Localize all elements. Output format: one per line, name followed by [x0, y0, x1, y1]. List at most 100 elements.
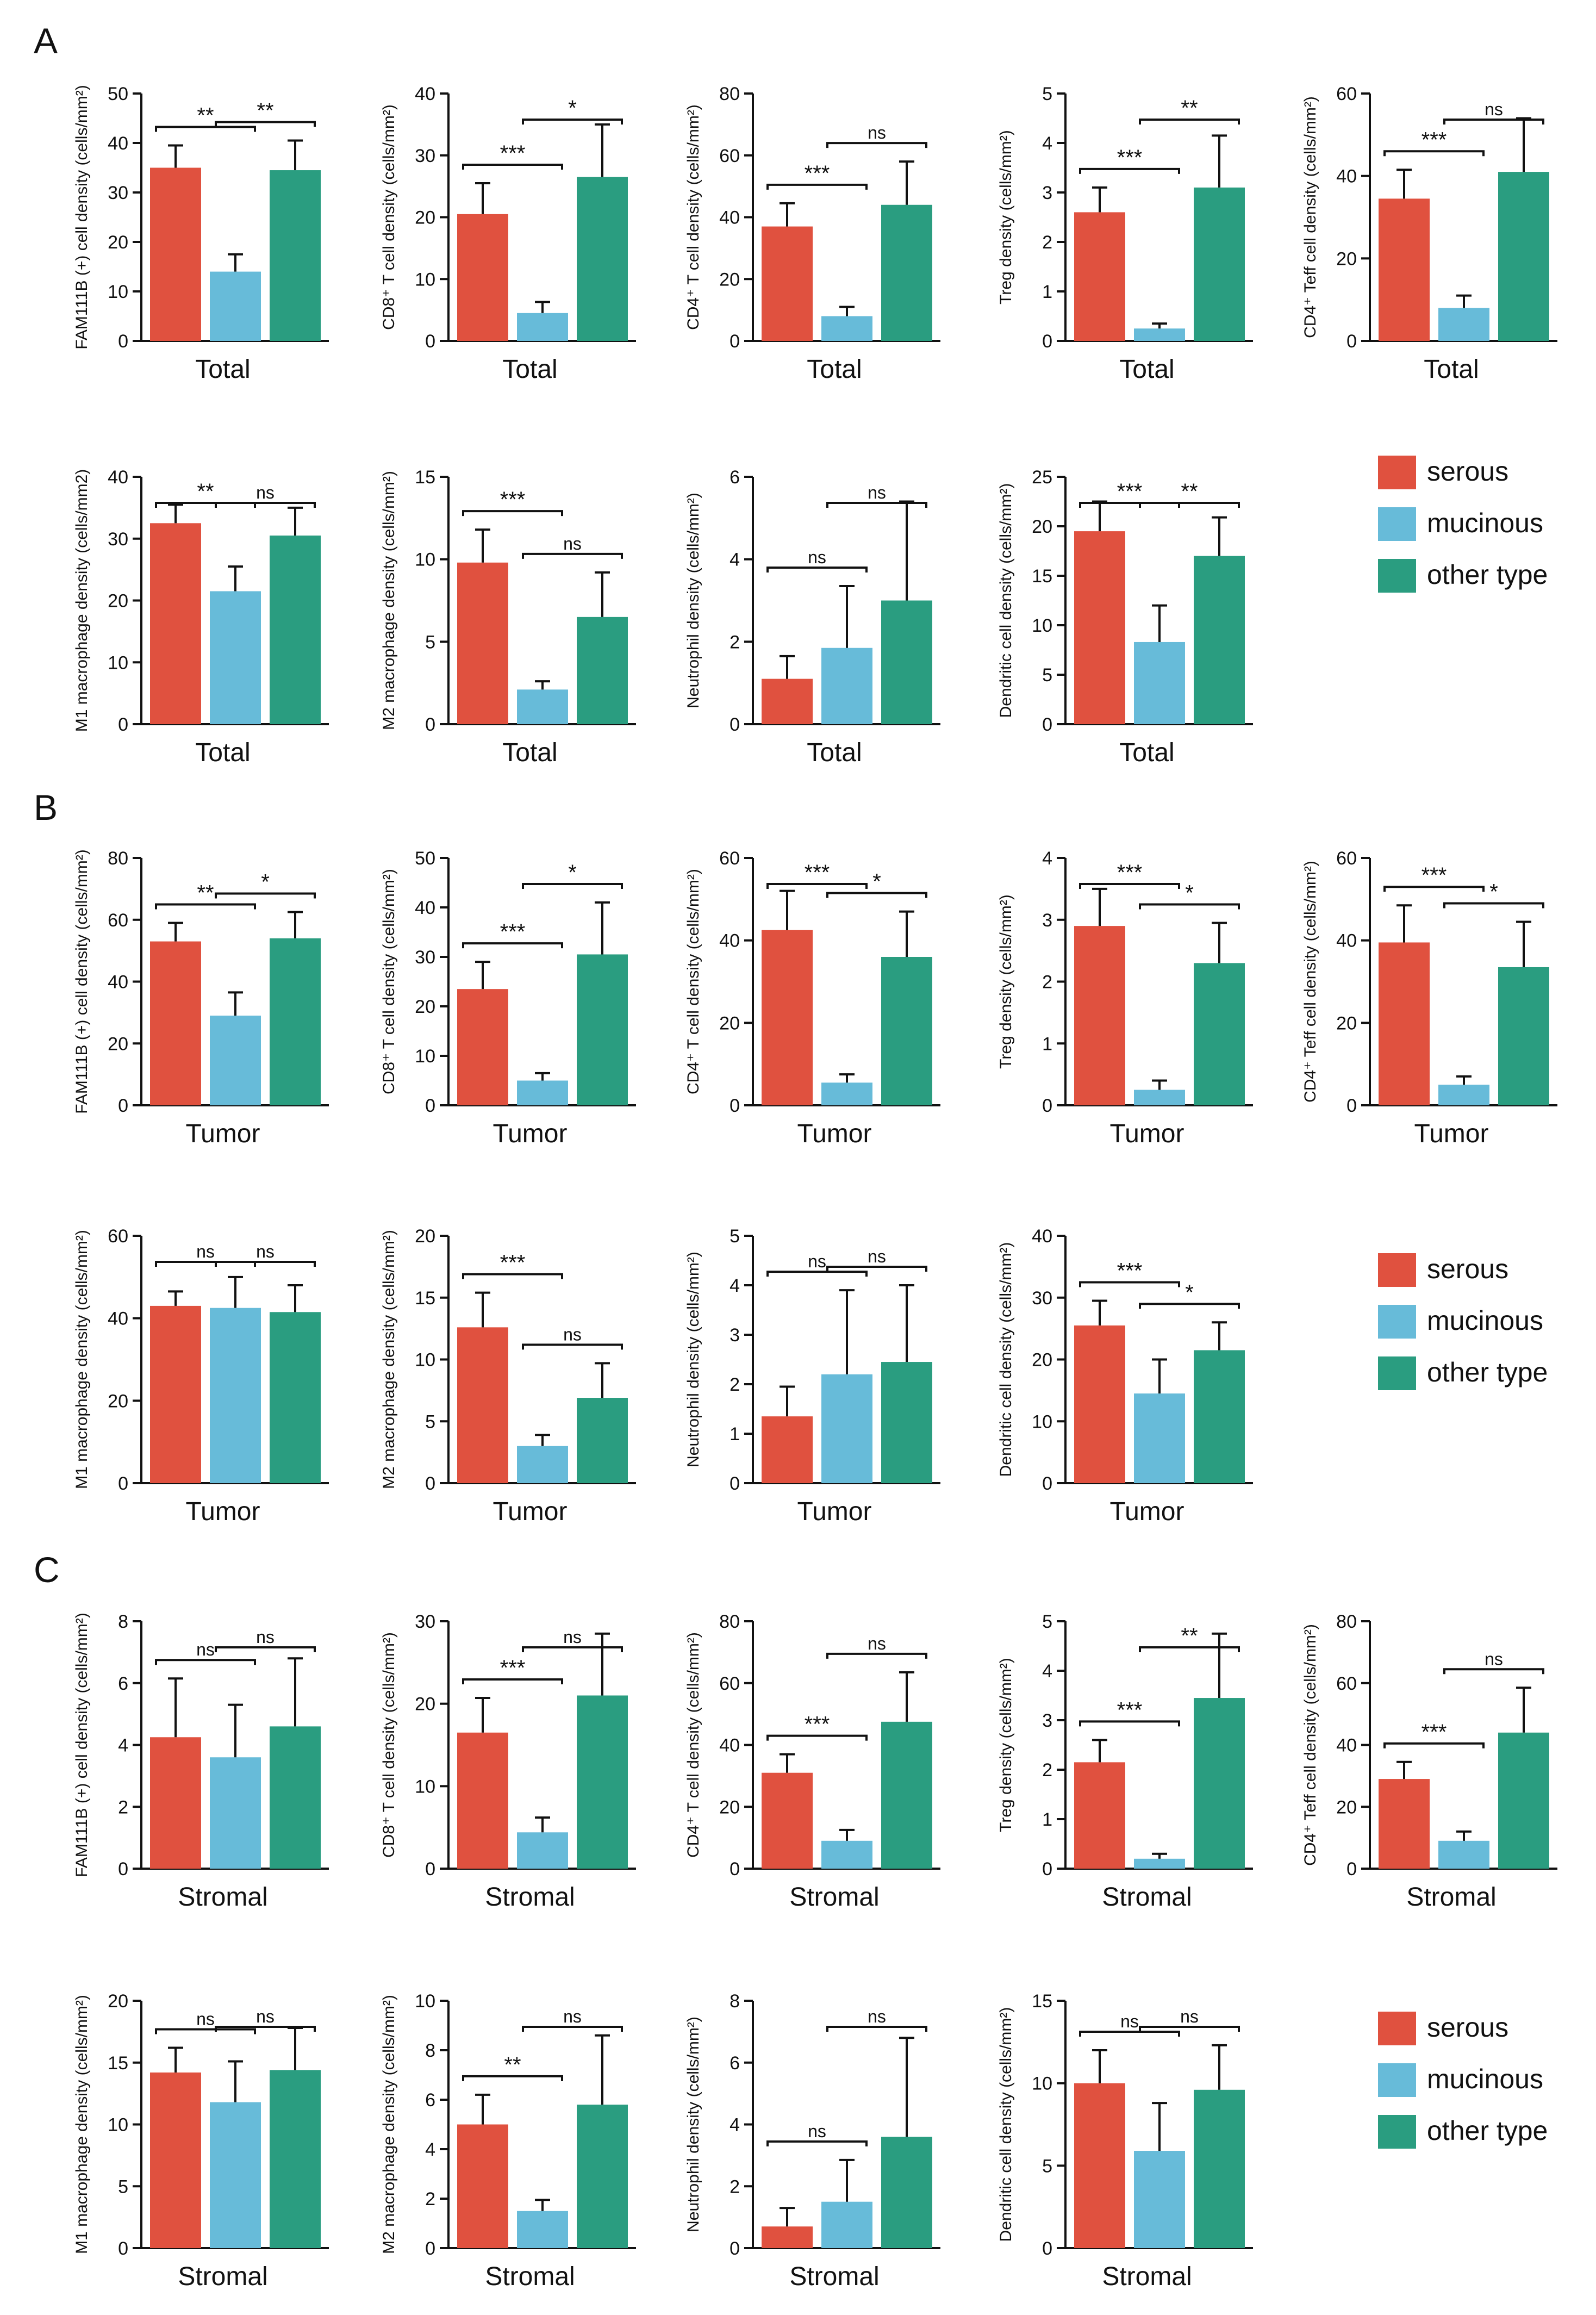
- legend-swatch: [1378, 1356, 1416, 1390]
- significance-label: ns: [563, 2007, 582, 2026]
- bar-other-type: [1194, 556, 1245, 724]
- significance-label: **: [197, 480, 214, 503]
- bar-mucinous: [517, 1832, 568, 1869]
- y-tick-label: 0: [1042, 1473, 1052, 1494]
- significance-bracket: [826, 2026, 927, 2032]
- y-tick-label: 20: [1336, 1013, 1357, 1034]
- y-tick-label: 20: [415, 208, 435, 228]
- x-axis-title: Stromal: [1102, 1883, 1192, 1912]
- y-tick-label: 0: [1042, 331, 1052, 352]
- bar-serous: [457, 214, 508, 341]
- x-axis-title: Total: [502, 355, 557, 384]
- x-axis-title: Total: [1119, 738, 1174, 767]
- y-tick-label: 2: [1042, 1760, 1052, 1781]
- significance-bracket: [155, 502, 256, 508]
- y-tick-label: 5: [425, 632, 435, 652]
- panel-label-b: B: [34, 787, 58, 827]
- y-tick-label: 6: [118, 1673, 128, 1694]
- bar-mucinous: [210, 591, 261, 724]
- y-tick-label: 4: [730, 1275, 740, 1296]
- significance-label: ***: [1117, 1259, 1143, 1283]
- bar-mucinous: [517, 313, 568, 341]
- y-tick-label: 30: [415, 1611, 435, 1632]
- significance-label: ***: [500, 488, 526, 512]
- bar-serous: [1074, 1762, 1125, 1869]
- significance-bracket: [215, 1646, 316, 1652]
- bar-other-type: [270, 2070, 321, 2248]
- significance-bracket: [462, 942, 563, 949]
- bar-other-type: [881, 1721, 932, 1869]
- significance-label: ns: [868, 123, 886, 142]
- y-axis-label: CD4⁺ Teff cell density (cells/mm²): [1301, 96, 1319, 338]
- chart-b-1: 0 20 40 60 80 FAM111B (+) cell density (cells…: [73, 848, 329, 1148]
- significance-bracket: [766, 566, 868, 572]
- y-tick-label: 20: [108, 1991, 128, 2012]
- y-tick-label: 1: [730, 1424, 740, 1445]
- y-tick-label: 0: [425, 1473, 435, 1494]
- significance-label: ***: [1117, 861, 1143, 885]
- significance-label: ***: [1422, 1720, 1447, 1744]
- chart-a-8: 0 2 4 6 Neutrophil density (cells/mm²) Total n…: [684, 467, 940, 767]
- significance-bracket: [1139, 1646, 1240, 1652]
- significance-bracket: [1443, 1668, 1544, 1675]
- y-tick-label: 2: [425, 2189, 435, 2210]
- y-tick-label: 15: [1032, 1991, 1052, 2012]
- y-tick-label: 15: [1032, 566, 1052, 587]
- chart-c-2: 0 10 20 30 CD8⁺ T cell density (cells/mm²) St…: [380, 1611, 636, 1912]
- y-tick-label: 20: [108, 1391, 128, 1411]
- significance-label: ***: [500, 1251, 526, 1275]
- y-tick-label: 40: [108, 467, 128, 488]
- y-tick-label: 5: [1042, 665, 1052, 686]
- y-axis-label: Neutrophil density (cells/mm²): [684, 493, 702, 708]
- y-tick-label: 2: [730, 632, 740, 652]
- significance-label: *: [1489, 880, 1498, 904]
- significance-bracket: [522, 2026, 623, 2032]
- significance-label: ns: [808, 1252, 826, 1271]
- significance-bracket: [215, 2026, 316, 2032]
- y-tick-label: 5: [730, 1226, 740, 1247]
- chart-a-6: 0 10 20 30 40 M1 macrophage density (cells/mm…: [73, 467, 329, 767]
- bar-serous: [150, 2072, 201, 2248]
- bar-mucinous: [1134, 328, 1185, 341]
- bar-other-type: [881, 1362, 932, 1483]
- x-axis-title: Tumor: [493, 1497, 568, 1526]
- significance-bracket: [522, 552, 623, 559]
- bar-mucinous: [210, 2102, 261, 2248]
- chart-a-2: 0 10 20 30 40 CD8⁺ T cell density (cells/mm²)…: [380, 84, 636, 384]
- significance-bracket: [1079, 883, 1180, 889]
- y-tick-label: 60: [1336, 1673, 1357, 1694]
- significance-label: ns: [1485, 99, 1503, 119]
- y-tick-label: 60: [1336, 84, 1357, 104]
- y-tick-label: 0: [118, 1473, 128, 1494]
- y-tick-label: 0: [730, 714, 740, 735]
- bar-mucinous: [210, 1308, 261, 1483]
- significance-label: *: [1185, 1280, 1194, 1304]
- y-tick-label: 60: [719, 1673, 740, 1694]
- significance-bracket: [766, 1734, 868, 1741]
- y-axis-label: CD8⁺ T cell density (cells/mm²): [380, 104, 398, 330]
- x-axis-title: Tumor: [1414, 1119, 1489, 1148]
- y-tick-label: 10: [415, 550, 435, 570]
- y-axis-label: CD4⁺ T cell density (cells/mm²): [684, 869, 702, 1094]
- y-tick-label: 10: [1032, 1411, 1052, 1432]
- y-axis-label: M1 macrophage density (cells/mm²): [73, 1230, 91, 1489]
- significance-bracket: [826, 892, 927, 898]
- bar-mucinous: [1134, 642, 1185, 724]
- significance-bracket: [1443, 902, 1544, 908]
- y-tick-label: 30: [108, 529, 128, 550]
- chart-a-7: 0 5 10 15 M2 macrophage density (cells/mm²) T…: [380, 467, 636, 767]
- significance-bracket: [215, 892, 316, 899]
- x-axis-title: Total: [807, 355, 862, 384]
- significance-bracket: [522, 119, 623, 125]
- y-tick-label: 5: [1042, 2156, 1052, 2176]
- bar-other-type: [577, 1398, 628, 1483]
- y-tick-label: 40: [719, 931, 740, 951]
- y-tick-label: 60: [108, 1226, 128, 1247]
- significance-bracket: [1443, 119, 1544, 125]
- significance-bracket: [1139, 119, 1240, 125]
- y-tick-label: 20: [719, 1797, 740, 1818]
- y-tick-label: 0: [1042, 714, 1052, 735]
- significance-bracket: [1079, 1720, 1180, 1727]
